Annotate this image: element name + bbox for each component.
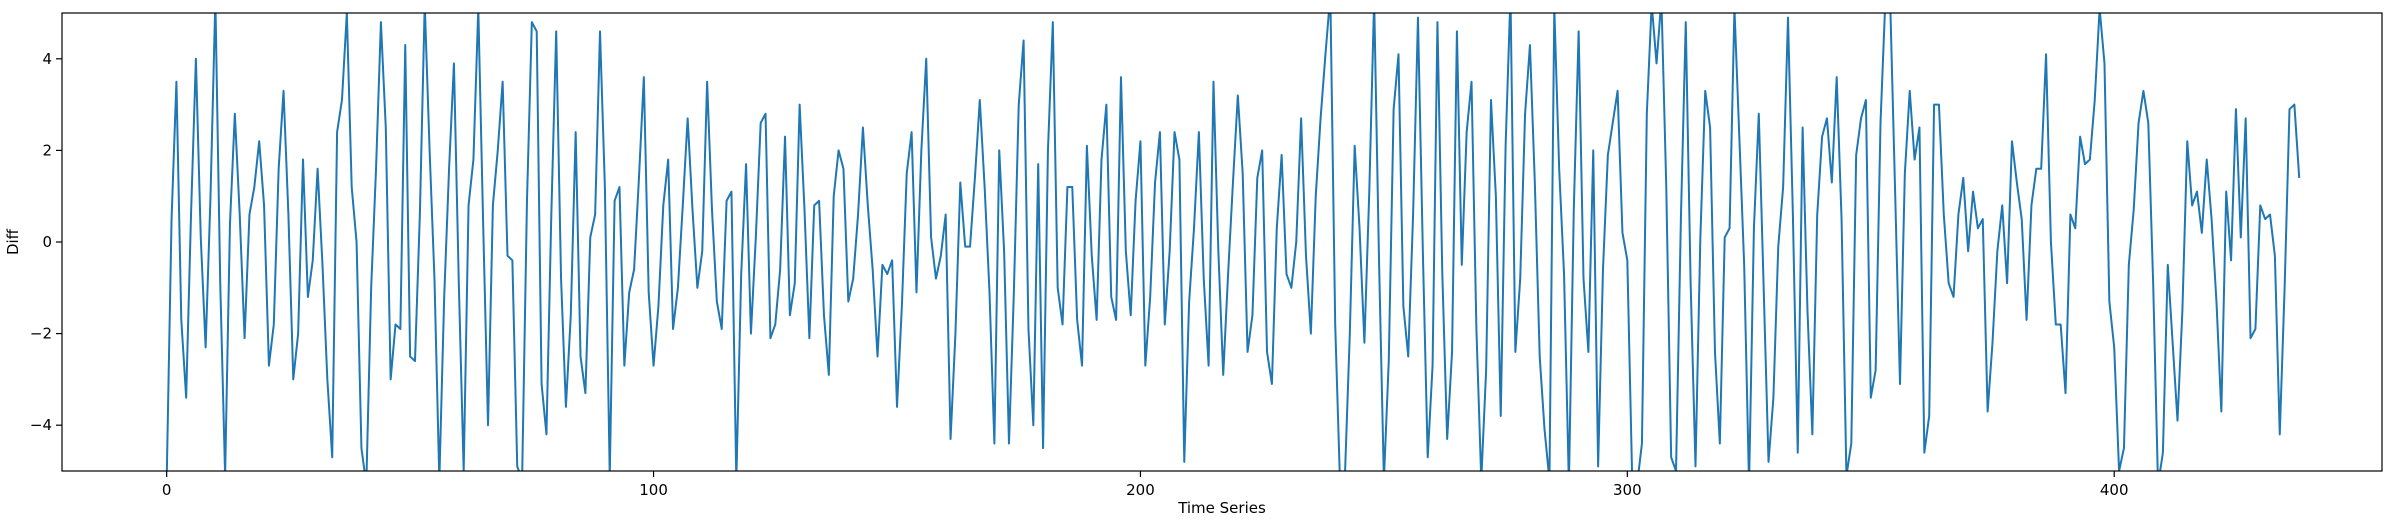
y-tick-label: 0: [42, 233, 52, 251]
x-tick-label: 0: [162, 481, 172, 499]
x-tick-label: 300: [1613, 481, 1642, 499]
x-tick-label: 400: [2100, 481, 2129, 499]
series-line-0: [165, 13, 2301, 471]
x-tick-label: 100: [639, 481, 668, 499]
y-tick-label: 2: [42, 141, 52, 159]
y-axis-ticks: −4 −2 0 2 4: [30, 50, 62, 434]
y-axis-label: Diff: [4, 228, 22, 255]
y-tick-label: −2: [30, 325, 52, 343]
x-tick-label: 200: [1126, 481, 1155, 499]
y-tick-label: 4: [42, 50, 52, 68]
x-axis-label: Time Series: [1177, 499, 1266, 517]
y-tick-label: −4: [30, 416, 52, 434]
x-axis-ticks: 0 100 200 300 400: [162, 471, 2129, 499]
